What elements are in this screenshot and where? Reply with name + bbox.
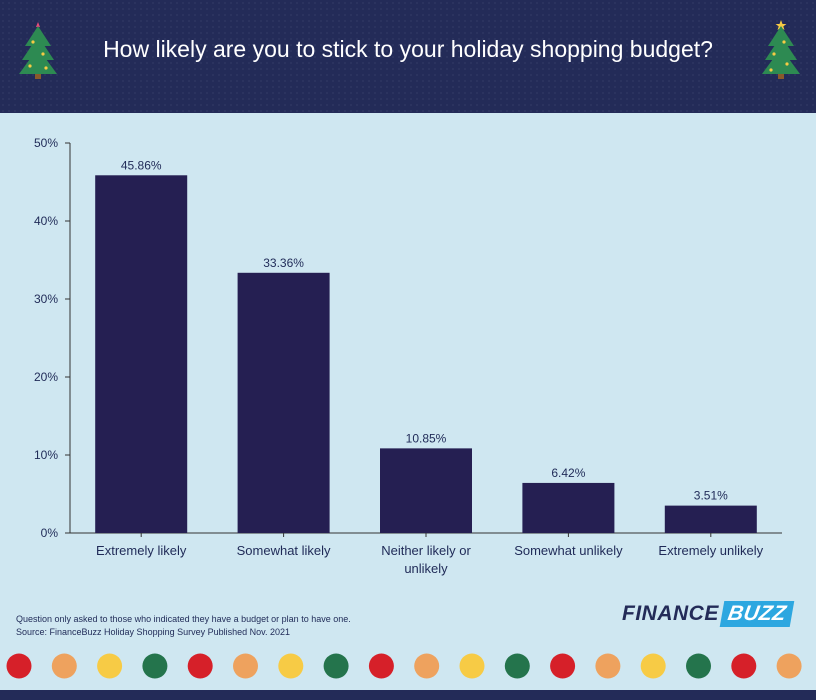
decorative-dot	[550, 653, 576, 679]
data-label: 3.51%	[694, 489, 728, 503]
decorative-dot	[731, 653, 757, 679]
y-tick-label: 40%	[34, 214, 58, 228]
logo-text-finance: FINANCE	[622, 602, 719, 625]
decorative-dot	[504, 653, 530, 679]
data-label: 6.42%	[551, 466, 585, 480]
data-label: 10.85%	[406, 431, 447, 445]
data-label: 33.36%	[263, 256, 304, 270]
data-label: 45.86%	[121, 158, 162, 172]
bar	[664, 505, 757, 533]
header-banner: How likely are you to stick to your holi…	[0, 0, 816, 113]
financebuzz-logo: FINANCE BUZZ	[619, 601, 795, 627]
bar	[95, 175, 188, 533]
decorative-dot	[595, 653, 621, 679]
decorative-dot	[414, 653, 440, 679]
x-tick-label: Neither likely or	[381, 543, 471, 558]
decorative-dot	[51, 653, 77, 679]
decorative-dot	[97, 653, 123, 679]
decorative-dot	[142, 653, 168, 679]
decorative-dot	[233, 653, 258, 679]
x-tick-label: Somewhat likely	[237, 543, 331, 558]
x-tick-label: Extremely likely	[96, 543, 187, 558]
christmas-tree-icon	[762, 20, 800, 79]
decorative-dot	[368, 653, 394, 679]
decorative-dot	[278, 653, 304, 679]
bar	[522, 482, 615, 533]
bottom-bar	[0, 690, 816, 700]
decorative-dot	[6, 653, 32, 679]
decorative-dot	[323, 653, 349, 679]
decorative-dot	[459, 653, 485, 679]
y-tick-label: 10%	[34, 448, 58, 462]
y-tick-label: 0%	[41, 526, 59, 540]
decorative-dot	[686, 653, 711, 679]
y-tick-label: 50%	[34, 136, 58, 150]
decorative-dot-row	[6, 653, 802, 679]
x-tick-label: unlikely	[404, 561, 448, 576]
christmas-tree-icon	[19, 22, 57, 79]
footnote: Question only asked to those who indicat…	[16, 614, 351, 624]
decorative-dot	[776, 653, 802, 679]
bar	[380, 448, 472, 533]
logo-text-buzz: BUZZ	[719, 601, 795, 627]
bar	[237, 272, 330, 533]
decorative-dot	[640, 653, 666, 679]
y-tick-label: 20%	[34, 370, 58, 384]
page-title: How likely are you to stick to your holi…	[103, 36, 713, 62]
source-note: Source: FinanceBuzz Holiday Shopping Sur…	[16, 627, 290, 637]
x-tick-label: Extremely unlikely	[658, 543, 763, 558]
decorative-dot	[187, 653, 213, 679]
bar-chart: 0% 10% 20% 30% 40% 50% 45.86% Extremely likely 3…	[34, 136, 782, 576]
x-tick-label: Somewhat unlikely	[514, 543, 623, 558]
y-tick-label: 30%	[34, 292, 58, 306]
